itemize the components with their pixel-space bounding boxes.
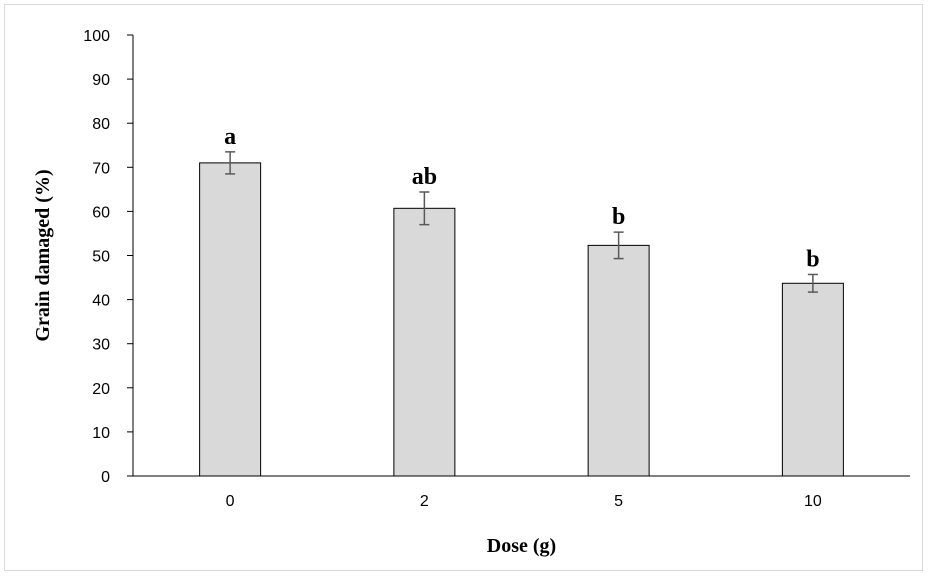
error-bar: [225, 151, 236, 175]
bar: [781, 282, 844, 477]
significance-letter: b: [806, 246, 819, 272]
bar: [393, 207, 456, 477]
y-axis-ticks: 0 10 20 30 40 50 60 70 80 90 100: [83, 28, 133, 486]
bar: [587, 244, 650, 477]
y-tick-label: 10: [92, 425, 110, 442]
significance-letters: a ab b b: [224, 124, 819, 273]
x-axis-title: Dose (g): [487, 535, 556, 557]
error-bar: [613, 231, 624, 260]
y-tick-label: 100: [83, 28, 110, 45]
y-tick-label: 40: [92, 293, 110, 310]
x-tick-label: 10: [804, 493, 822, 510]
error-bars: [225, 151, 818, 293]
y-tick-label: 80: [92, 116, 110, 133]
bars: [199, 162, 844, 477]
y-axis-title: Grain damaged (%): [32, 169, 54, 341]
significance-letter: a: [224, 124, 236, 150]
y-tick-label: 50: [92, 249, 110, 266]
x-tick-label: 0: [226, 493, 235, 510]
y-tick-label: 90: [92, 72, 110, 89]
bar: [199, 162, 262, 477]
x-tick-label: 2: [420, 493, 429, 510]
error-bar: [419, 191, 430, 226]
y-tick-label: 30: [92, 337, 110, 354]
significance-letter: b: [612, 204, 625, 230]
y-tick-label: 70: [92, 160, 110, 177]
y-tick-label: 60: [92, 204, 110, 221]
y-tick-label: 20: [92, 381, 110, 398]
error-bar: [807, 273, 818, 293]
significance-letter: ab: [412, 164, 437, 190]
x-axis-ticks: 0 2 5 10: [226, 493, 822, 510]
x-tick-label: 5: [614, 493, 623, 510]
y-tick-label: 0: [101, 469, 110, 486]
